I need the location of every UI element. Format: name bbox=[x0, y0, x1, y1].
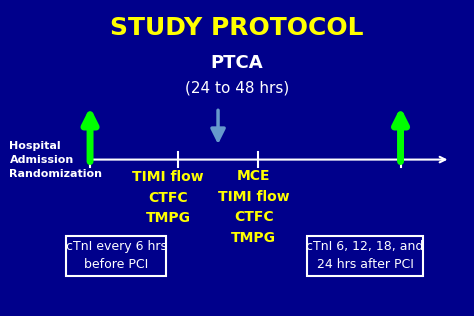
Text: TIMI flow
CTFC
TMPG: TIMI flow CTFC TMPG bbox=[132, 170, 204, 225]
Text: Hospital
Admission
Randomization: Hospital Admission Randomization bbox=[9, 141, 102, 179]
FancyBboxPatch shape bbox=[66, 236, 166, 276]
Text: (24 to 48 hrs): (24 to 48 hrs) bbox=[185, 81, 289, 96]
Text: STUDY PROTOCOL: STUDY PROTOCOL bbox=[110, 16, 364, 40]
FancyBboxPatch shape bbox=[307, 236, 423, 276]
Text: cTnI every 6 hrs
before PCI: cTnI every 6 hrs before PCI bbox=[65, 240, 167, 271]
Text: MCE
TIMI flow
CTFC
TMPG: MCE TIMI flow CTFC TMPG bbox=[218, 169, 290, 245]
Text: PTCA: PTCA bbox=[210, 54, 264, 72]
Text: cTnI 6, 12, 18, and
24 hrs after PCI: cTnI 6, 12, 18, and 24 hrs after PCI bbox=[306, 240, 424, 271]
